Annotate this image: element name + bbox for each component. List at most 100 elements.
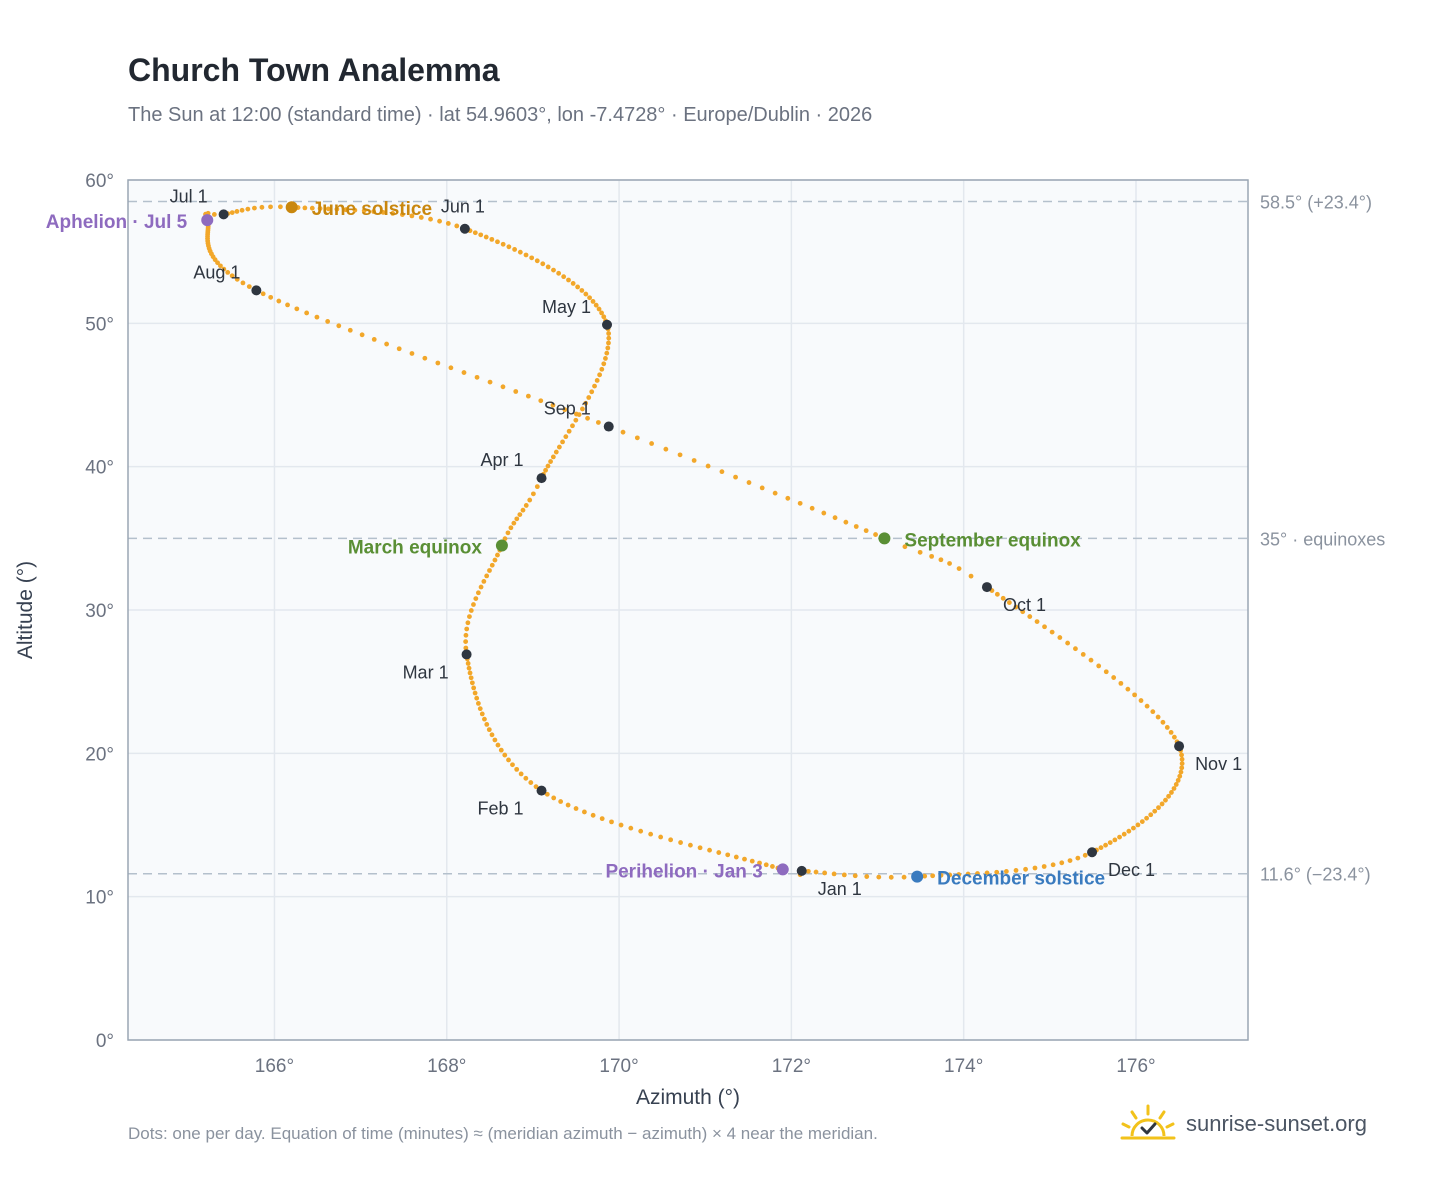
daily-sun-dot xyxy=(1139,819,1145,825)
daily-sun-dot xyxy=(1160,719,1166,725)
month-marker-label: Jun 1 xyxy=(441,197,485,217)
daily-sun-dot xyxy=(1179,752,1184,758)
daily-sun-dot xyxy=(468,675,474,681)
daily-sun-dot xyxy=(454,223,460,229)
daily-sun-dot xyxy=(268,294,274,300)
daily-sun-dot xyxy=(469,680,475,686)
daily-sun-dot xyxy=(428,216,433,222)
daily-sun-dot xyxy=(550,402,556,408)
daily-sun-dot xyxy=(514,766,520,772)
x-tick-label: 172° xyxy=(772,1056,811,1077)
daily-sun-dot xyxy=(484,573,490,579)
daily-sun-dot xyxy=(500,384,506,390)
daily-sun-dot xyxy=(478,232,484,238)
brand-logo[interactable]: sunrise-sunset.org xyxy=(1120,1104,1367,1144)
month-marker-label: Apr 1 xyxy=(481,450,524,470)
daily-sun-dot xyxy=(1050,862,1056,868)
daily-sun-dot xyxy=(579,288,585,293)
daily-sun-dot xyxy=(634,435,640,441)
daily-sun-dot xyxy=(917,549,923,555)
daily-sun-dot xyxy=(947,872,953,878)
daily-sun-dot xyxy=(548,459,553,464)
daily-sun-dot xyxy=(606,340,611,346)
daily-sun-dot xyxy=(1144,815,1149,821)
daily-sun-dot xyxy=(648,831,654,837)
daily-sun-dot xyxy=(285,302,290,308)
event-marker xyxy=(878,532,891,545)
daily-sun-dot xyxy=(566,277,571,283)
daily-sun-dot xyxy=(590,299,596,304)
daily-sun-dot xyxy=(1075,855,1081,861)
daily-sun-dot xyxy=(1107,840,1113,845)
daily-sun-dot xyxy=(1103,842,1108,848)
daily-sun-dot xyxy=(551,795,557,801)
daily-sun-dot xyxy=(590,812,596,818)
event-marker xyxy=(201,214,214,227)
daily-sun-dot xyxy=(691,458,697,463)
daily-sun-dot xyxy=(1034,619,1040,624)
daily-sun-dot xyxy=(505,530,511,536)
daily-sun-dot xyxy=(594,378,600,383)
analemma-curve xyxy=(203,204,1185,880)
daily-sun-dot xyxy=(573,417,579,423)
event-marker xyxy=(495,539,508,552)
daily-sun-dot xyxy=(864,874,870,879)
daily-sun-dot xyxy=(1150,709,1156,715)
daily-sun-dot xyxy=(530,491,536,497)
daily-sun-dot xyxy=(620,429,626,435)
x-tick-label: 168° xyxy=(427,1056,466,1077)
daily-sun-dot xyxy=(352,207,358,213)
daily-sun-dot xyxy=(489,236,495,242)
month-marker-label: Dec 1 xyxy=(1108,860,1155,880)
daily-sun-dot xyxy=(464,626,470,632)
daily-sun-dot xyxy=(240,280,246,286)
daily-sun-dot xyxy=(435,360,441,366)
month-marker-label: Aug 1 xyxy=(193,262,240,282)
daily-sun-dot xyxy=(759,485,765,491)
daily-sun-dot xyxy=(599,816,605,822)
x-tick-label: 166° xyxy=(255,1056,294,1077)
daily-sun-dot xyxy=(556,270,562,276)
daily-sun-dot xyxy=(314,314,320,320)
daily-sun-dot xyxy=(725,852,731,858)
daily-sun-dot xyxy=(481,579,487,584)
daily-sun-dot xyxy=(1098,845,1104,851)
month-marker xyxy=(796,865,807,876)
daily-sun-dot xyxy=(589,389,595,395)
daily-sun-dot xyxy=(930,873,936,879)
daily-sun-dot xyxy=(1148,812,1154,818)
daily-sun-dot xyxy=(922,873,928,879)
event-label: December solstice xyxy=(937,869,1105,890)
daily-sun-dot xyxy=(371,337,377,342)
daily-sun-dot xyxy=(746,480,752,485)
daily-sun-dot xyxy=(234,276,240,282)
daily-sun-dot xyxy=(229,210,235,215)
daily-sun-dot xyxy=(583,400,589,406)
daily-sun-dot xyxy=(573,806,579,811)
daily-sun-dot xyxy=(1178,769,1184,775)
daily-sun-dot xyxy=(585,415,590,421)
daily-sun-dot xyxy=(968,573,974,579)
daily-sun-dot xyxy=(1020,609,1026,615)
daily-sun-dot xyxy=(553,449,559,455)
daily-sun-dot xyxy=(863,528,869,534)
daily-sun-dot xyxy=(561,274,567,280)
daily-sun-dot xyxy=(573,411,579,417)
brand-name: sunrise-sunset.org xyxy=(1186,1111,1367,1136)
daily-sun-dot xyxy=(1179,765,1185,771)
daily-sun-dot xyxy=(984,870,990,876)
daily-sun-dot xyxy=(677,452,683,458)
daily-sun-dot xyxy=(1117,834,1122,840)
daily-sun-dot xyxy=(245,206,251,212)
daily-sun-dot xyxy=(517,249,523,255)
daily-sun-dot xyxy=(570,423,575,429)
daily-sun-dot xyxy=(697,845,703,851)
daily-sun-dot xyxy=(471,602,476,607)
month-marker-label: Nov 1 xyxy=(1195,754,1242,774)
daily-sun-dot xyxy=(599,366,605,372)
daily-sun-dot xyxy=(334,206,340,212)
daily-sun-dot xyxy=(475,590,481,596)
daily-sun-dot xyxy=(772,490,778,496)
daily-sun-dot xyxy=(975,871,980,876)
